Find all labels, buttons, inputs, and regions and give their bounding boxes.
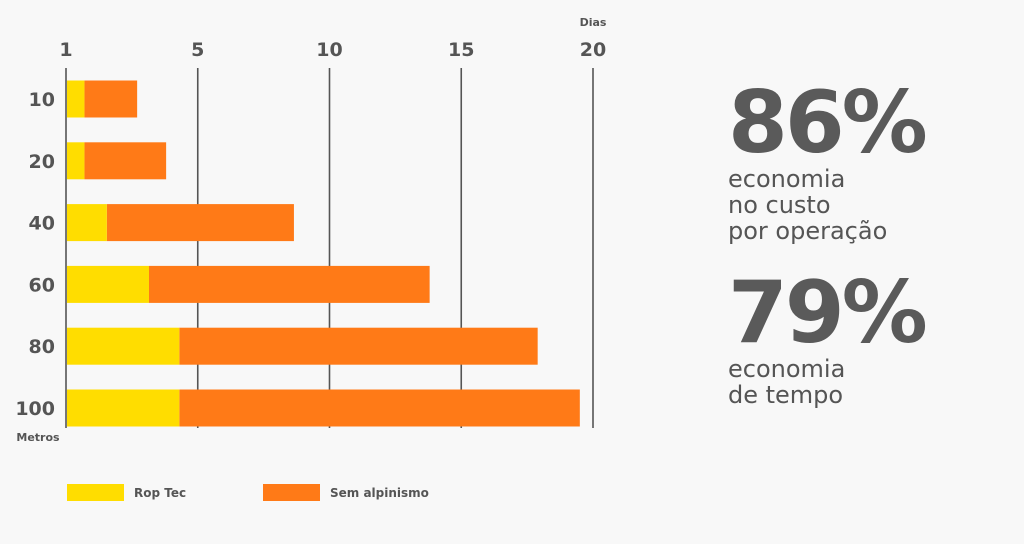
stat-desc: de tempo (728, 381, 844, 409)
bar-sem-alpinismo (84, 80, 138, 118)
y-category-label: 100 (15, 398, 55, 420)
bar-rop-tec (67, 204, 107, 242)
y-category-label: 80 (29, 336, 55, 358)
bar-sem-alpinismo (149, 265, 430, 303)
legend-label: Rop Tec (134, 485, 187, 500)
bar-rop-tec (67, 142, 85, 180)
x-tick-label: 5 (191, 39, 204, 61)
y-category-label: 60 (29, 274, 55, 296)
x-tick-label: 15 (448, 39, 474, 61)
stat-desc: por operação (728, 217, 888, 245)
stat-desc: no custo (728, 191, 831, 219)
stat-cost-savings: 86% economia no custo por operação (728, 73, 928, 245)
x-axis-label: Dias (580, 16, 607, 29)
legend-label: Sem alpinismo (330, 485, 429, 500)
stat-time-savings: 79% economia de tempo (728, 263, 928, 409)
bar-rop-tec (67, 265, 150, 303)
bar-sem-alpinismo (84, 142, 167, 180)
bar-sem-alpinismo (179, 327, 538, 365)
legend-item-rop-tec: Rop Tec (67, 484, 186, 501)
y-axis-label: Metros (16, 431, 60, 444)
y-category-label: 20 (29, 151, 55, 173)
legend-item-sem-alpinismo: Sem alpinismo (263, 484, 429, 501)
bar-sem-alpinismo (179, 389, 580, 427)
stat-desc: economia (728, 165, 846, 193)
x-tick-label: 10 (316, 39, 342, 61)
bar-rop-tec (67, 389, 180, 427)
x-tick-label: 20 (580, 39, 606, 61)
legend-swatch-sem-alpinismo (263, 484, 320, 501)
bar-rop-tec (67, 327, 180, 365)
bar-rop-tec (67, 80, 85, 118)
stat-value: 79% (728, 263, 928, 363)
y-category-label: 10 (29, 89, 55, 111)
legend-swatch-rop-tec (67, 484, 124, 501)
stat-value: 86% (728, 73, 928, 173)
x-tick-label: 1 (59, 39, 72, 61)
stat-desc: economia (728, 355, 846, 383)
y-category-label: 40 (29, 213, 55, 235)
bar-sem-alpinismo (106, 204, 294, 242)
